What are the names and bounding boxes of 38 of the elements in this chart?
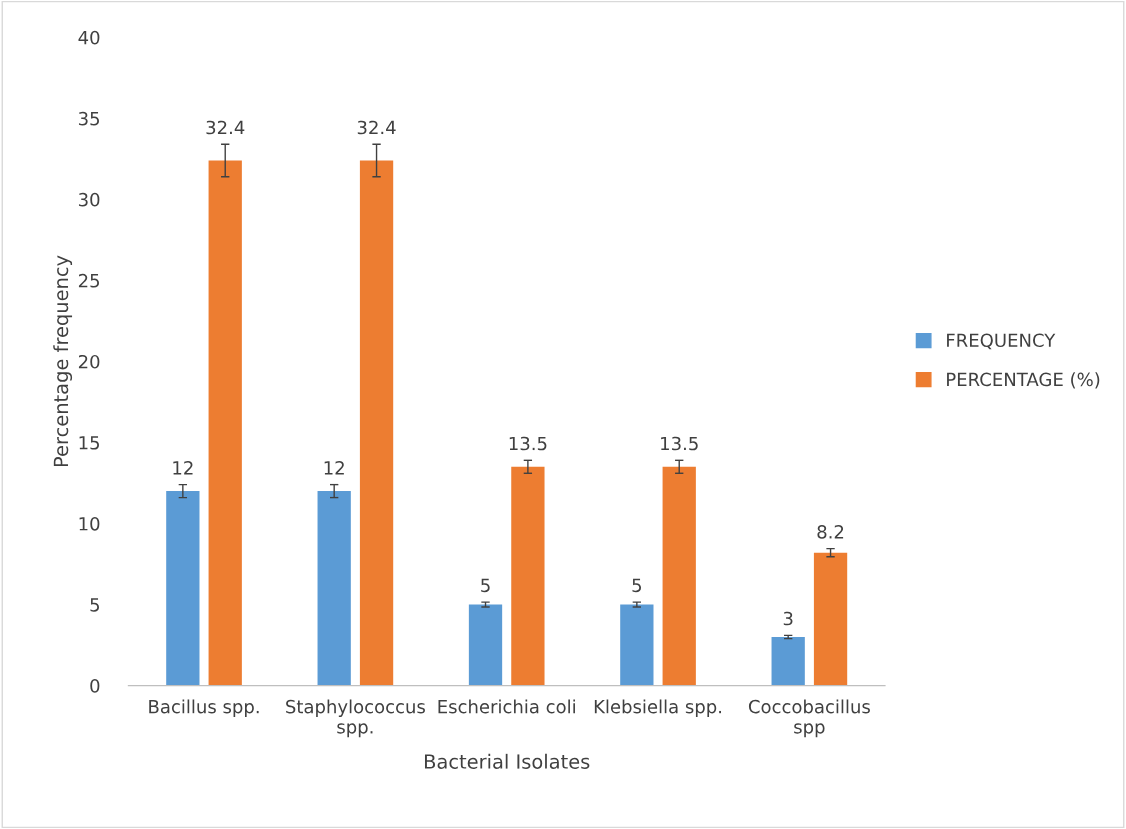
data-label: 32.4 xyxy=(357,120,396,135)
bar xyxy=(662,466,696,686)
x-axis-title: Bacterial Isolates xyxy=(425,753,590,769)
bar xyxy=(208,160,242,686)
data-label: 5 xyxy=(632,578,642,593)
x-tick-label: Coccobacillus spp xyxy=(748,699,870,738)
bar xyxy=(813,552,848,686)
y-tick-label: 25 xyxy=(78,273,100,288)
data-label: 8.2 xyxy=(817,525,844,539)
legend-label: PERCENTAGE (%) xyxy=(947,372,1100,389)
data-label: 3 xyxy=(783,611,793,626)
y-tick-label: 15 xyxy=(79,436,100,450)
bar xyxy=(620,604,654,686)
data-label: 12 xyxy=(324,460,344,475)
data-label: 13.5 xyxy=(661,436,698,451)
bar xyxy=(359,160,394,686)
x-tick-label: Escherichia coli xyxy=(438,699,575,714)
bar xyxy=(511,466,545,686)
data-label: 13.5 xyxy=(509,436,547,451)
legend-label: FREQUENCY xyxy=(947,333,1056,350)
bar xyxy=(317,491,351,686)
data-label: 32.4 xyxy=(206,120,245,135)
x-tick-label: Staphylococcus spp. xyxy=(286,699,425,738)
y-tick-label: 20 xyxy=(78,354,100,369)
y-tick-label: 10 xyxy=(79,516,100,531)
bar xyxy=(771,636,805,686)
y-axis-title: Percentage frequency xyxy=(53,255,73,467)
bar xyxy=(468,604,503,686)
x-tick-label: Klebsiella spp. xyxy=(594,699,722,717)
x-tick-label: Bacillus spp. xyxy=(149,699,259,717)
data-label: 5 xyxy=(481,578,490,593)
y-tick-label: 40 xyxy=(78,30,100,45)
y-tick-label: 35 xyxy=(78,111,100,126)
y-tick-label: 5 xyxy=(90,598,100,612)
bar xyxy=(166,491,200,686)
y-tick-label: 0 xyxy=(90,679,100,693)
data-label: 12 xyxy=(173,460,193,475)
y-tick-label: 30 xyxy=(78,192,100,207)
